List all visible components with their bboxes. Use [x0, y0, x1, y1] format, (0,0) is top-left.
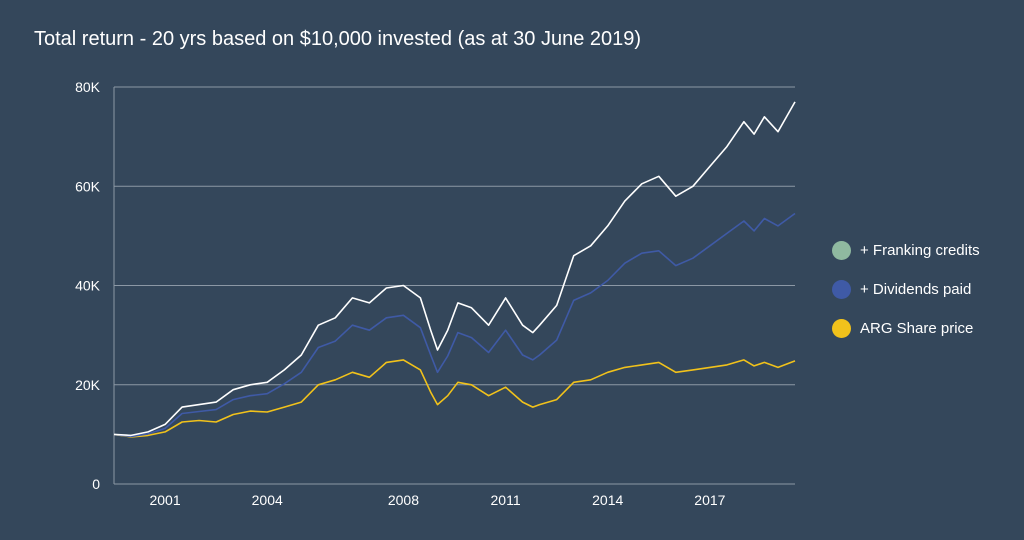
- y-tick-label: 0: [92, 476, 100, 492]
- y-tick-label: 40K: [75, 278, 101, 294]
- y-tick-label: 80K: [75, 79, 101, 95]
- legend-label: + Dividends paid: [860, 280, 972, 298]
- legend-swatch-arg-share-price: [832, 318, 851, 338]
- axes: 0 20K 40K 60K 80K 2001 2004 2008 2011 2014 2017: [75, 79, 795, 508]
- x-tick-label: 2004: [252, 492, 283, 508]
- legend-swatch-franking-credits: [832, 240, 851, 260]
- chart-title: Total return - 20 yrs based on $10,000 i…: [34, 28, 642, 50]
- series-line-arg-share-price: [113, 359, 796, 438]
- x-tick-label: 2008: [388, 492, 419, 508]
- x-tick-label: 2017: [694, 492, 725, 508]
- y-tick-label: 20K: [75, 377, 101, 393]
- legend-label: + Franking credits: [860, 241, 980, 259]
- x-tick-label: 2011: [491, 492, 521, 508]
- y-tick-label: 60K: [75, 178, 101, 194]
- legend-item-dividends-paid[interactable]: + Dividends paid: [832, 279, 980, 299]
- legend-label: ARG Share price: [860, 319, 974, 337]
- legend-item-franking-credits[interactable]: + Franking credits: [832, 240, 980, 260]
- series-line-dividends-paid: [113, 212, 796, 438]
- gridlines: [114, 86, 795, 386]
- x-tick-label: 2014: [592, 492, 623, 508]
- legend-swatch-dividends-paid: [832, 279, 851, 299]
- x-tick-label: 2001: [149, 492, 180, 508]
- series-lines: [113, 101, 796, 438]
- legend-item-arg-share-price[interactable]: ARG Share price: [832, 318, 980, 338]
- series-line-franking-credits: [113, 101, 796, 437]
- legend: + Franking credits + Dividends paid ARG …: [832, 240, 980, 357]
